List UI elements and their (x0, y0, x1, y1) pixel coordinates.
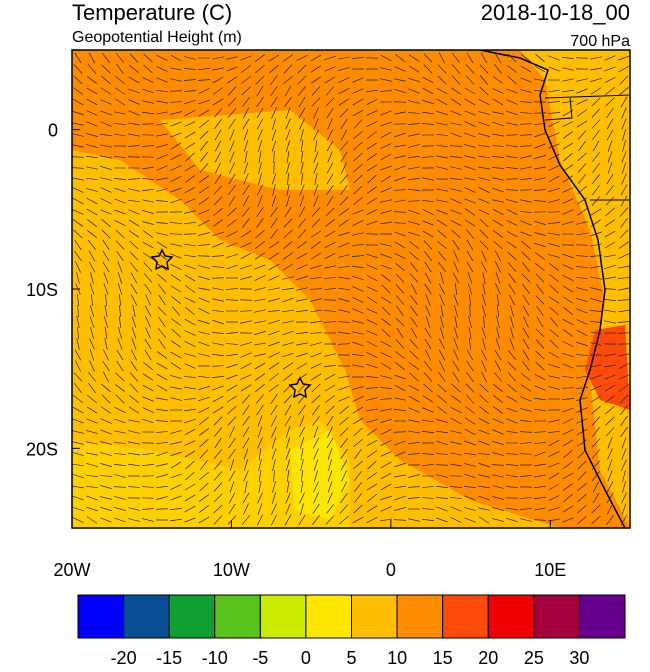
colorbar-box (306, 595, 352, 638)
colorbar-label: -15 (156, 648, 182, 667)
colorbar-box (534, 595, 580, 638)
colorbar-label: 5 (346, 648, 356, 667)
colorbar-label: 20 (478, 648, 498, 667)
colorbar-box (124, 595, 170, 638)
level: 700 hPa (570, 33, 630, 50)
lat-tick-label: 20S (26, 439, 58, 459)
colorbar: -20 -15 -10 -5 0 5 10 15 20 25 30 (78, 595, 625, 667)
map-field (72, 50, 630, 528)
colorbar-box (78, 595, 124, 638)
date: 2018-10-18_00 (481, 0, 630, 25)
colorbar-label: -20 (111, 648, 137, 667)
colorbar-box (169, 595, 215, 638)
subtitle: Geopotential Height (m) (72, 29, 242, 46)
colorbar-box (488, 595, 534, 638)
colorbar-box (260, 595, 306, 638)
colorbar-label: 10 (387, 648, 407, 667)
title: Temperature (C) (72, 0, 232, 25)
colorbar-label: 25 (524, 648, 544, 667)
lon-tick-label: 10E (534, 560, 566, 580)
colorbar-box (352, 595, 398, 638)
lat-tick-label: 10S (26, 280, 58, 300)
lon-tick-label: 20W (53, 560, 90, 580)
colorbar-box (443, 595, 489, 638)
colorbar-label: 0 (301, 648, 311, 667)
colorbar-box (215, 595, 261, 638)
colorbar-box (397, 595, 443, 638)
lat-tick-label: 0 (48, 121, 58, 141)
lon-tick-label: 0 (386, 560, 396, 580)
lon-tick-label: 10W (213, 560, 250, 580)
colorbar-label: 15 (433, 648, 453, 667)
colorbar-label: 30 (569, 648, 589, 667)
colorbar-box (579, 595, 625, 638)
colorbar-label: -10 (202, 648, 228, 667)
colorbar-label: -5 (252, 648, 268, 667)
